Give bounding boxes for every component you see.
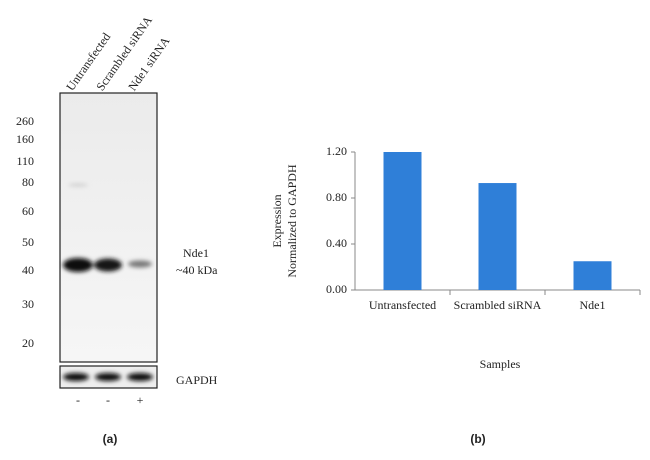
y-axis-title: Expression <box>270 194 284 247</box>
marker-label: 160 <box>16 132 34 146</box>
y-axis-title: Normalized to GAPDH <box>285 164 299 278</box>
marker-label: 80 <box>22 175 34 189</box>
band <box>94 258 122 272</box>
bar <box>478 183 517 290</box>
marker-label: 50 <box>22 235 34 249</box>
y-tick-label: 0.40 <box>326 236 347 250</box>
marker-label: 60 <box>22 204 34 218</box>
gapdh-bands <box>63 373 153 381</box>
loading-control: GAPDH <box>176 373 218 387</box>
x-tick-label: Nde1 <box>579 298 606 312</box>
marker-label: 20 <box>22 336 34 350</box>
treatment-sign: - <box>76 393 80 407</box>
bar <box>383 152 422 290</box>
band <box>63 258 93 272</box>
treatment-sign: - <box>106 393 110 407</box>
y-tick-label: 0.80 <box>326 190 347 204</box>
x-tick-label: Scrambled siRNA <box>453 298 542 312</box>
x-tick-label: Untransfected <box>368 298 437 312</box>
marker-label: 110 <box>16 154 34 168</box>
panel-label: (b) <box>470 432 485 446</box>
bands <box>63 183 152 272</box>
band-label: Nde1 <box>183 246 209 260</box>
x-axis-title: Samples <box>480 357 521 371</box>
band <box>63 373 89 381</box>
marker-label: 30 <box>22 297 34 311</box>
band <box>68 183 88 187</box>
band-size: ~40 kDa <box>176 263 218 277</box>
marker-label: 40 <box>22 263 34 277</box>
blot-membrane <box>59 92 158 363</box>
y-tick-label: 1.20 <box>326 144 347 158</box>
treatment-sign: + <box>137 393 144 407</box>
marker-label: 260 <box>16 114 34 128</box>
y-tick-label: 0.00 <box>326 282 347 296</box>
band <box>128 260 152 268</box>
bar <box>573 261 612 290</box>
band <box>127 373 153 381</box>
band <box>95 373 121 381</box>
panel-label: (a) <box>103 432 118 446</box>
